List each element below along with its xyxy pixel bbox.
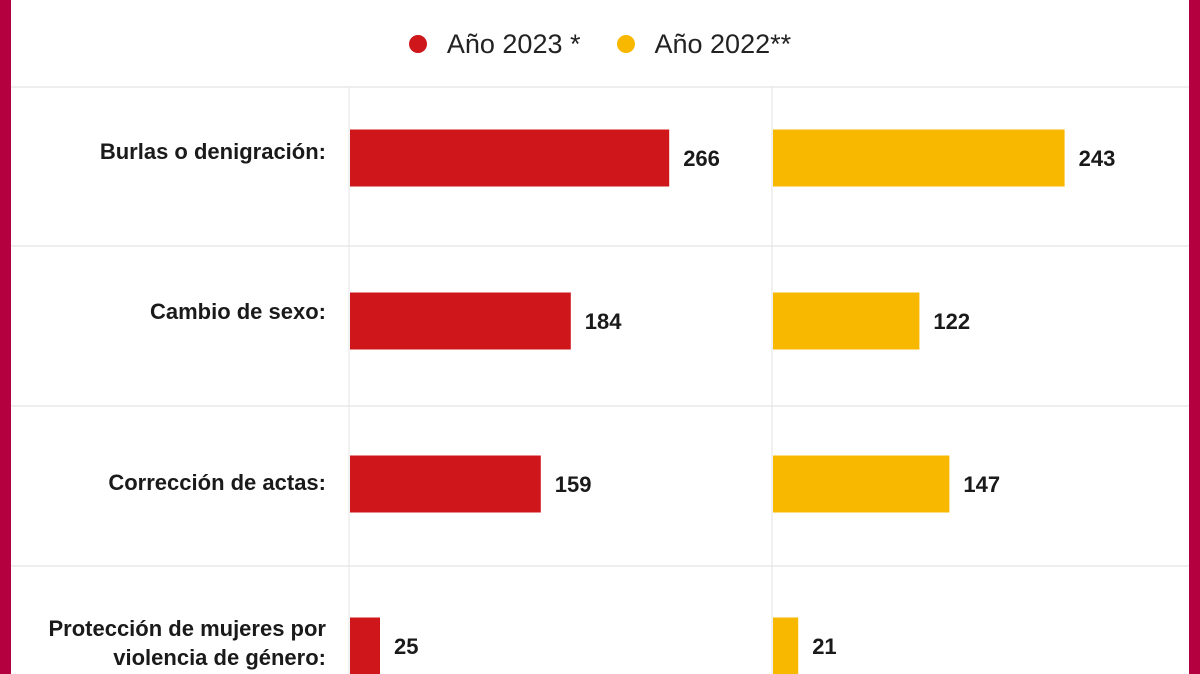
legend-swatch-2023 [408,35,427,53]
right-frame-border [1189,0,1200,674]
category-label-proteccion-mujeres: Protección de mujeres por violencia de g… [48,616,326,670]
bar-2023 [350,455,541,513]
left-frame-border [0,0,11,674]
bar-2023 [350,617,380,674]
value-label-2022: 147 [963,472,1000,497]
bar-2022 [773,129,1065,187]
value-label-2023: 25 [394,634,418,659]
value-label-2023: 266 [683,146,720,171]
bars [350,129,1065,674]
grid-lines [11,86,1189,674]
value-label-2023: 159 [555,472,592,497]
value-labels: 266 184 159 25 243 122 147 21 [394,146,1115,659]
value-label-2023: 184 [585,309,622,334]
bar-2022 [773,617,799,674]
bar-2023 [350,292,571,350]
category-label-cambio-sexo: Cambio de sexo: [149,299,326,324]
category-label-correccion-actas: Corrección de actas: [108,470,326,495]
bar-2023 [350,129,670,187]
legend-item-2023: Año 2023 * [408,28,581,60]
bar-2022 [773,455,950,513]
legend-label-2023: Año 2023 * [446,28,581,59]
value-label-2022: 122 [933,309,970,334]
legend-label-2022: Año 2022** [654,28,792,59]
value-label-2022: 243 [1079,146,1116,171]
legend-item-2022: Año 2022** [616,28,792,60]
bar-2022 [773,292,920,350]
value-label-2022: 21 [812,634,836,659]
category-label-burlas: Burlas o denigración: [99,139,326,164]
chart-legend: Año 2023 * Año 2022** [0,22,1200,66]
legend-swatch-2022 [616,35,635,53]
